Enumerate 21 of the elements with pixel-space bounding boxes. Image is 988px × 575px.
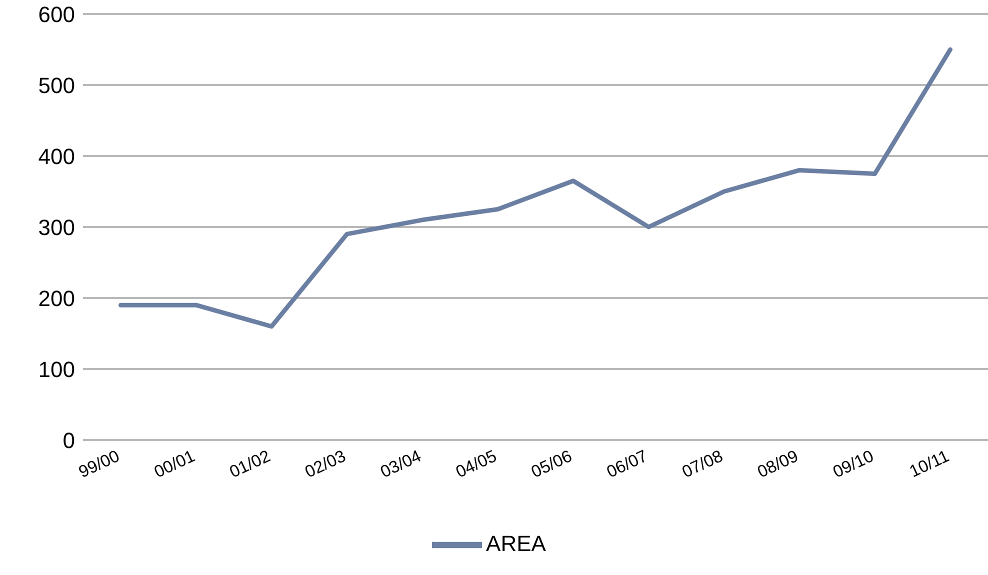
y-tick-label: 300 [38,214,75,240]
x-tick-label: 10/11 [906,446,952,482]
y-tick-label: 600 [38,2,75,27]
x-tick-label: 04/05 [452,446,500,482]
x-tick-label: 00/01 [151,446,198,482]
y-tick-label: 500 [38,72,75,98]
x-tick-label: 07/08 [679,446,726,482]
legend-label: AREA [486,530,546,556]
x-tick-label: 01/02 [226,446,274,482]
x-tick-label: 08/09 [754,446,802,482]
x-tick-label: 06/07 [604,446,650,482]
y-tick-label: 200 [38,286,75,311]
line-series [118,47,953,329]
x-tick-label: 09/10 [830,446,877,482]
x-tick-label: 99/00 [76,446,122,482]
x-tick-label: 02/03 [302,446,349,482]
y-tick-label: 0 [62,428,75,453]
x-tick-label: 05/06 [528,446,575,482]
y-tick-label: 100 [38,356,75,382]
x-tick-label: 03/04 [377,446,424,482]
y-tick-label: 400 [38,144,75,169]
